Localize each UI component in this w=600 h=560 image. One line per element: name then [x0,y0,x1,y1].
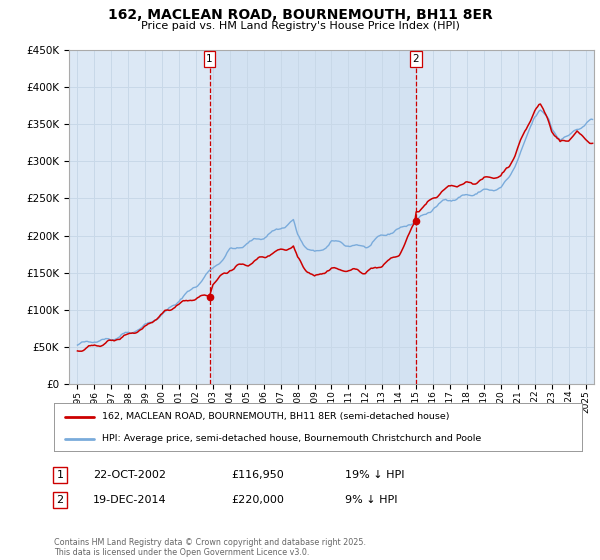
Text: 9% ↓ HPI: 9% ↓ HPI [345,495,398,505]
Text: 162, MACLEAN ROAD, BOURNEMOUTH, BH11 8ER: 162, MACLEAN ROAD, BOURNEMOUTH, BH11 8ER [107,8,493,22]
Text: 162, MACLEAN ROAD, BOURNEMOUTH, BH11 8ER (semi-detached house): 162, MACLEAN ROAD, BOURNEMOUTH, BH11 8ER… [101,412,449,421]
Text: 2: 2 [56,495,64,505]
Bar [209,50,416,384]
Text: 22-OCT-2002: 22-OCT-2002 [93,470,166,480]
Text: Contains HM Land Registry data © Crown copyright and database right 2025.
This d: Contains HM Land Registry data © Crown c… [54,538,366,557]
Text: Price paid vs. HM Land Registry's House Price Index (HPI): Price paid vs. HM Land Registry's House … [140,21,460,31]
Text: HPI: Average price, semi-detached house, Bournemouth Christchurch and Poole: HPI: Average price, semi-detached house,… [101,435,481,444]
Text: 19% ↓ HPI: 19% ↓ HPI [345,470,404,480]
Text: 1: 1 [56,470,64,480]
Text: £220,000: £220,000 [231,495,284,505]
Text: 19-DEC-2014: 19-DEC-2014 [93,495,167,505]
Text: £116,950: £116,950 [231,470,284,480]
Text: 2: 2 [412,54,419,64]
Text: 1: 1 [206,54,213,64]
